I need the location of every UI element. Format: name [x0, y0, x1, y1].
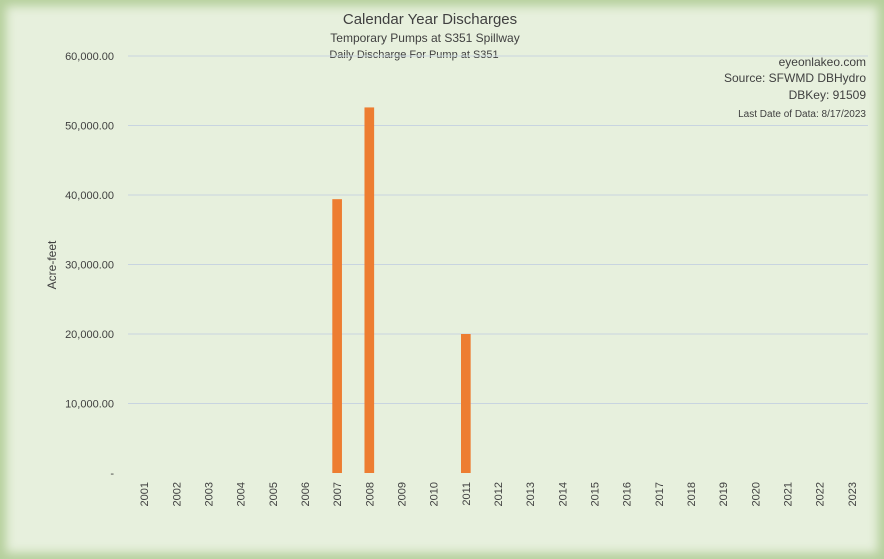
x-tick-label: 2007	[332, 482, 344, 506]
x-tick-label: 2004	[236, 482, 248, 506]
x-tick-label: 2005	[268, 482, 280, 506]
x-tick-label: 2012	[493, 482, 505, 506]
y-tick-label: -	[110, 468, 114, 480]
x-tick-label: 2013	[525, 482, 537, 506]
chart-title: Calendar Year Discharges	[343, 11, 517, 28]
x-tick-label: 2003	[203, 482, 215, 506]
source-line-source: Source: SFWMD DBHydro	[724, 71, 866, 85]
y-tick-label: 10,000.00	[65, 399, 114, 411]
bar-2007	[332, 199, 342, 474]
x-tick-label: 2001	[139, 482, 151, 506]
bar-2008	[364, 107, 375, 474]
x-tick-label: 2008	[364, 482, 376, 506]
x-tick-label: 2002	[171, 482, 183, 506]
gridlines	[128, 55, 868, 404]
x-tick-label: 2022	[815, 482, 827, 506]
y-tick-label: 60,000.00	[65, 51, 114, 63]
source-line-dbkey: DBKey: 91509	[789, 88, 867, 102]
x-tick-label: 2006	[300, 482, 312, 506]
y-tick-label: 40,000.00	[65, 190, 114, 202]
y-axis-label: Acre-feet	[45, 240, 59, 289]
bar-2011	[461, 334, 471, 473]
y-tick-label: 20,000.00	[65, 329, 114, 341]
source-line-website: eyeonlakeo.com	[779, 55, 866, 69]
x-tick-label: 2020	[750, 482, 762, 506]
y-tick-label: 30,000.00	[65, 260, 114, 272]
x-tick-label: 2023	[847, 482, 859, 506]
x-tick-label: 2017	[654, 482, 666, 506]
y-tick-label: 50,000.00	[65, 121, 114, 133]
x-tick-label: 2019	[718, 482, 730, 506]
chart-subtitle: Temporary Pumps at S351 Spillway	[330, 31, 519, 45]
chart-subtitle-secondary: Daily Discharge For Pump at S351	[329, 49, 498, 61]
x-tick-label: 2009	[396, 482, 408, 506]
y-axis-ticks: - 10,000.00 20,000.00 30,000.00 40,000.00 50,…	[65, 51, 114, 480]
x-axis-ticks: 2001 2002 2003 2004 2005 2006 2007 2008 2009 2010…	[139, 482, 859, 506]
last-date-label: Last Date of Data: 8/17/2023	[738, 109, 866, 120]
x-tick-label: 2011	[461, 482, 473, 506]
x-tick-label: 2021	[783, 482, 795, 506]
x-tick-label: 2010	[429, 482, 441, 506]
x-tick-label: 2015	[590, 482, 602, 506]
bars	[332, 107, 471, 474]
x-tick-label: 2014	[557, 482, 569, 506]
x-tick-label: 2018	[686, 482, 698, 506]
x-tick-label: 2016	[622, 482, 634, 506]
